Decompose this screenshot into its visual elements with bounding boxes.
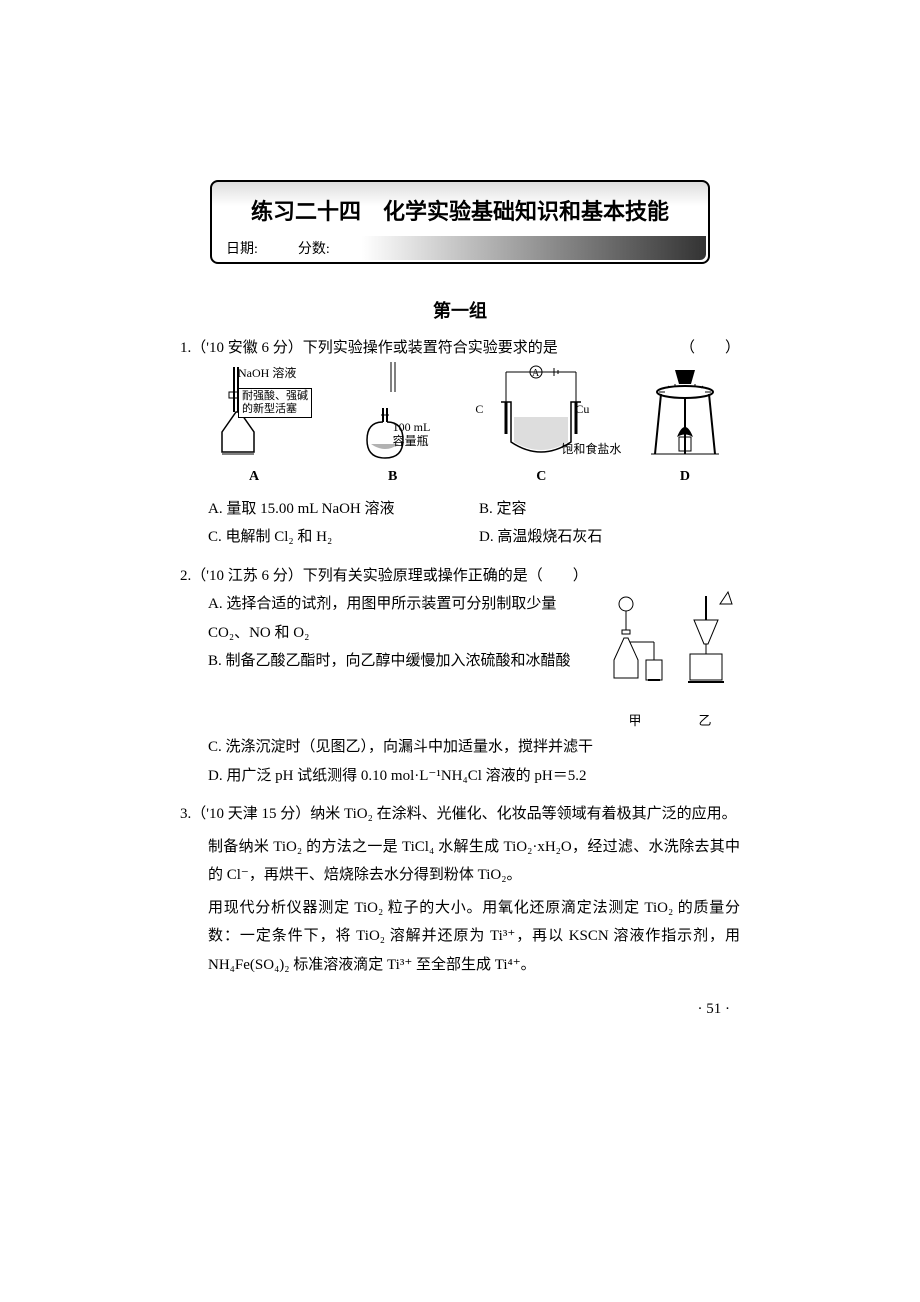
question-1: 1.（'10 安徽 6 分）下列实验操作或装置符合实验要求的是 （ ） NaOH…	[180, 334, 740, 552]
diagram-c-label: C	[536, 464, 546, 491]
diagram-a: NaOH 溶液 耐强酸、强碱 的新型活塞 A	[194, 362, 314, 491]
exercise-header: 练习二十四 化学实验基础知识和基本技能 日期: 分数:	[210, 180, 710, 264]
q2-text: A. 选择合适的试剂，用图甲所示装置可分别制取少量 CO₂、NO 和 O₂ B.…	[180, 590, 594, 733]
group-title: 第一组	[180, 294, 740, 328]
q1-opt-d: D. 高温煅烧石灰石	[479, 523, 740, 552]
q1-opt-c: C. 电解制 Cl₂ 和 H₂	[208, 523, 469, 552]
q1-diagrams: NaOH 溶液 耐强酸、强碱 的新型活塞 A 100 mL	[194, 371, 730, 491]
diagram-c-salt: 饱和食盐水	[561, 438, 621, 461]
q1-stem: 1.（'10 安徽 6 分）下列实验操作或装置符合实验要求的是 （ ）	[180, 334, 740, 363]
q1-paren: （ ）	[680, 334, 740, 363]
content-body: 第一组 1.（'10 安徽 6 分）下列实验操作或装置符合实验要求的是 （ ） …	[180, 294, 740, 1024]
diagram-c: A C Cu 饱和食盐水 C	[471, 362, 611, 491]
diagram-a-box-l1: 耐强酸、强碱	[242, 390, 308, 403]
diagram-b-label: B	[388, 464, 397, 491]
diagram-b: 100 mL 容量瓶 B	[343, 362, 443, 491]
q3-stem: 3.（'10 天津 15 分）纳米 TiO₂ 在涂料、光催化、化妆品等领域有着极…	[180, 800, 740, 829]
diagram-c-c: C	[475, 398, 483, 421]
q2-figure-svg	[600, 590, 740, 698]
date-label: 日期:	[226, 238, 258, 258]
diagram-a-box-l2: 的新型活塞	[242, 403, 308, 416]
q2-stem: 2.（'10 江苏 6 分）下列有关实验原理或操作正确的是（ ）	[180, 562, 740, 591]
diagram-c-cu: Cu	[575, 398, 589, 421]
score-label: 分数:	[298, 238, 330, 258]
page-number: · 51 ·	[180, 995, 740, 1024]
q3-p2: 用现代分析仪器测定 TiO₂ 粒子的大小。用氧化还原滴定法测定 TiO₂ 的质量…	[208, 894, 740, 980]
exercise-title: 练习二十四 化学实验基础知识和基本技能	[232, 190, 688, 236]
q3-p1: 制备纳米 TiO₂ 的方法之一是 TiCl₄ 水解生成 TiO₂·xH₂O，经过…	[208, 833, 740, 890]
q2-figure: 甲 乙	[600, 590, 740, 733]
question-2: 2.（'10 江苏 6 分）下列有关实验原理或操作正确的是（ ） A. 选择合适…	[180, 562, 740, 791]
q2-body: A. 选择合适的试剂，用图甲所示装置可分别制取少量 CO₂、NO 和 O₂ B.…	[180, 590, 740, 733]
diagram-a-naoh: NaOH 溶液	[238, 362, 296, 385]
q2-opt-d: D. 用广泛 pH 试纸测得 0.10 mol·L⁻¹NH₄Cl 溶液的 pH＝…	[208, 762, 740, 791]
q1-stem-text: 1.（'10 安徽 6 分）下列实验操作或装置符合实验要求的是	[180, 340, 558, 356]
header-meta: 日期: 分数:	[214, 236, 706, 260]
svg-text:A: A	[532, 368, 540, 379]
q2-fig-right: 乙	[698, 709, 711, 734]
diagram-a-label: A	[249, 464, 259, 491]
diagram-d-svg	[645, 362, 725, 462]
diagram-a-box: 耐强酸、强碱 的新型活塞	[238, 388, 312, 418]
q2-fig-left: 甲	[628, 709, 641, 734]
q1-opt-a: A. 量取 15.00 mL NaOH 溶液	[208, 495, 469, 524]
diagram-d: D	[640, 362, 730, 491]
diagram-b-flask: 容量瓶	[393, 430, 429, 453]
q2-opt-c: C. 洗涤沉淀时（见图乙），向漏斗中加适量水，搅拌并滤干	[208, 733, 740, 762]
q1-opt-b: B. 定容	[479, 495, 740, 524]
diagram-d-label: D	[680, 464, 690, 491]
q2-opt-b: B. 制备乙酸乙酯时，向乙醇中缓慢加入浓硫酸和冰醋酸	[208, 647, 594, 676]
q2-opt-a: A. 选择合适的试剂，用图甲所示装置可分别制取少量 CO₂、NO 和 O₂	[208, 590, 594, 647]
q1-options: A. 量取 15.00 mL NaOH 溶液 B. 定容 C. 电解制 Cl₂ …	[208, 495, 740, 552]
question-3: 3.（'10 天津 15 分）纳米 TiO₂ 在涂料、光催化、化妆品等领域有着极…	[180, 800, 740, 979]
